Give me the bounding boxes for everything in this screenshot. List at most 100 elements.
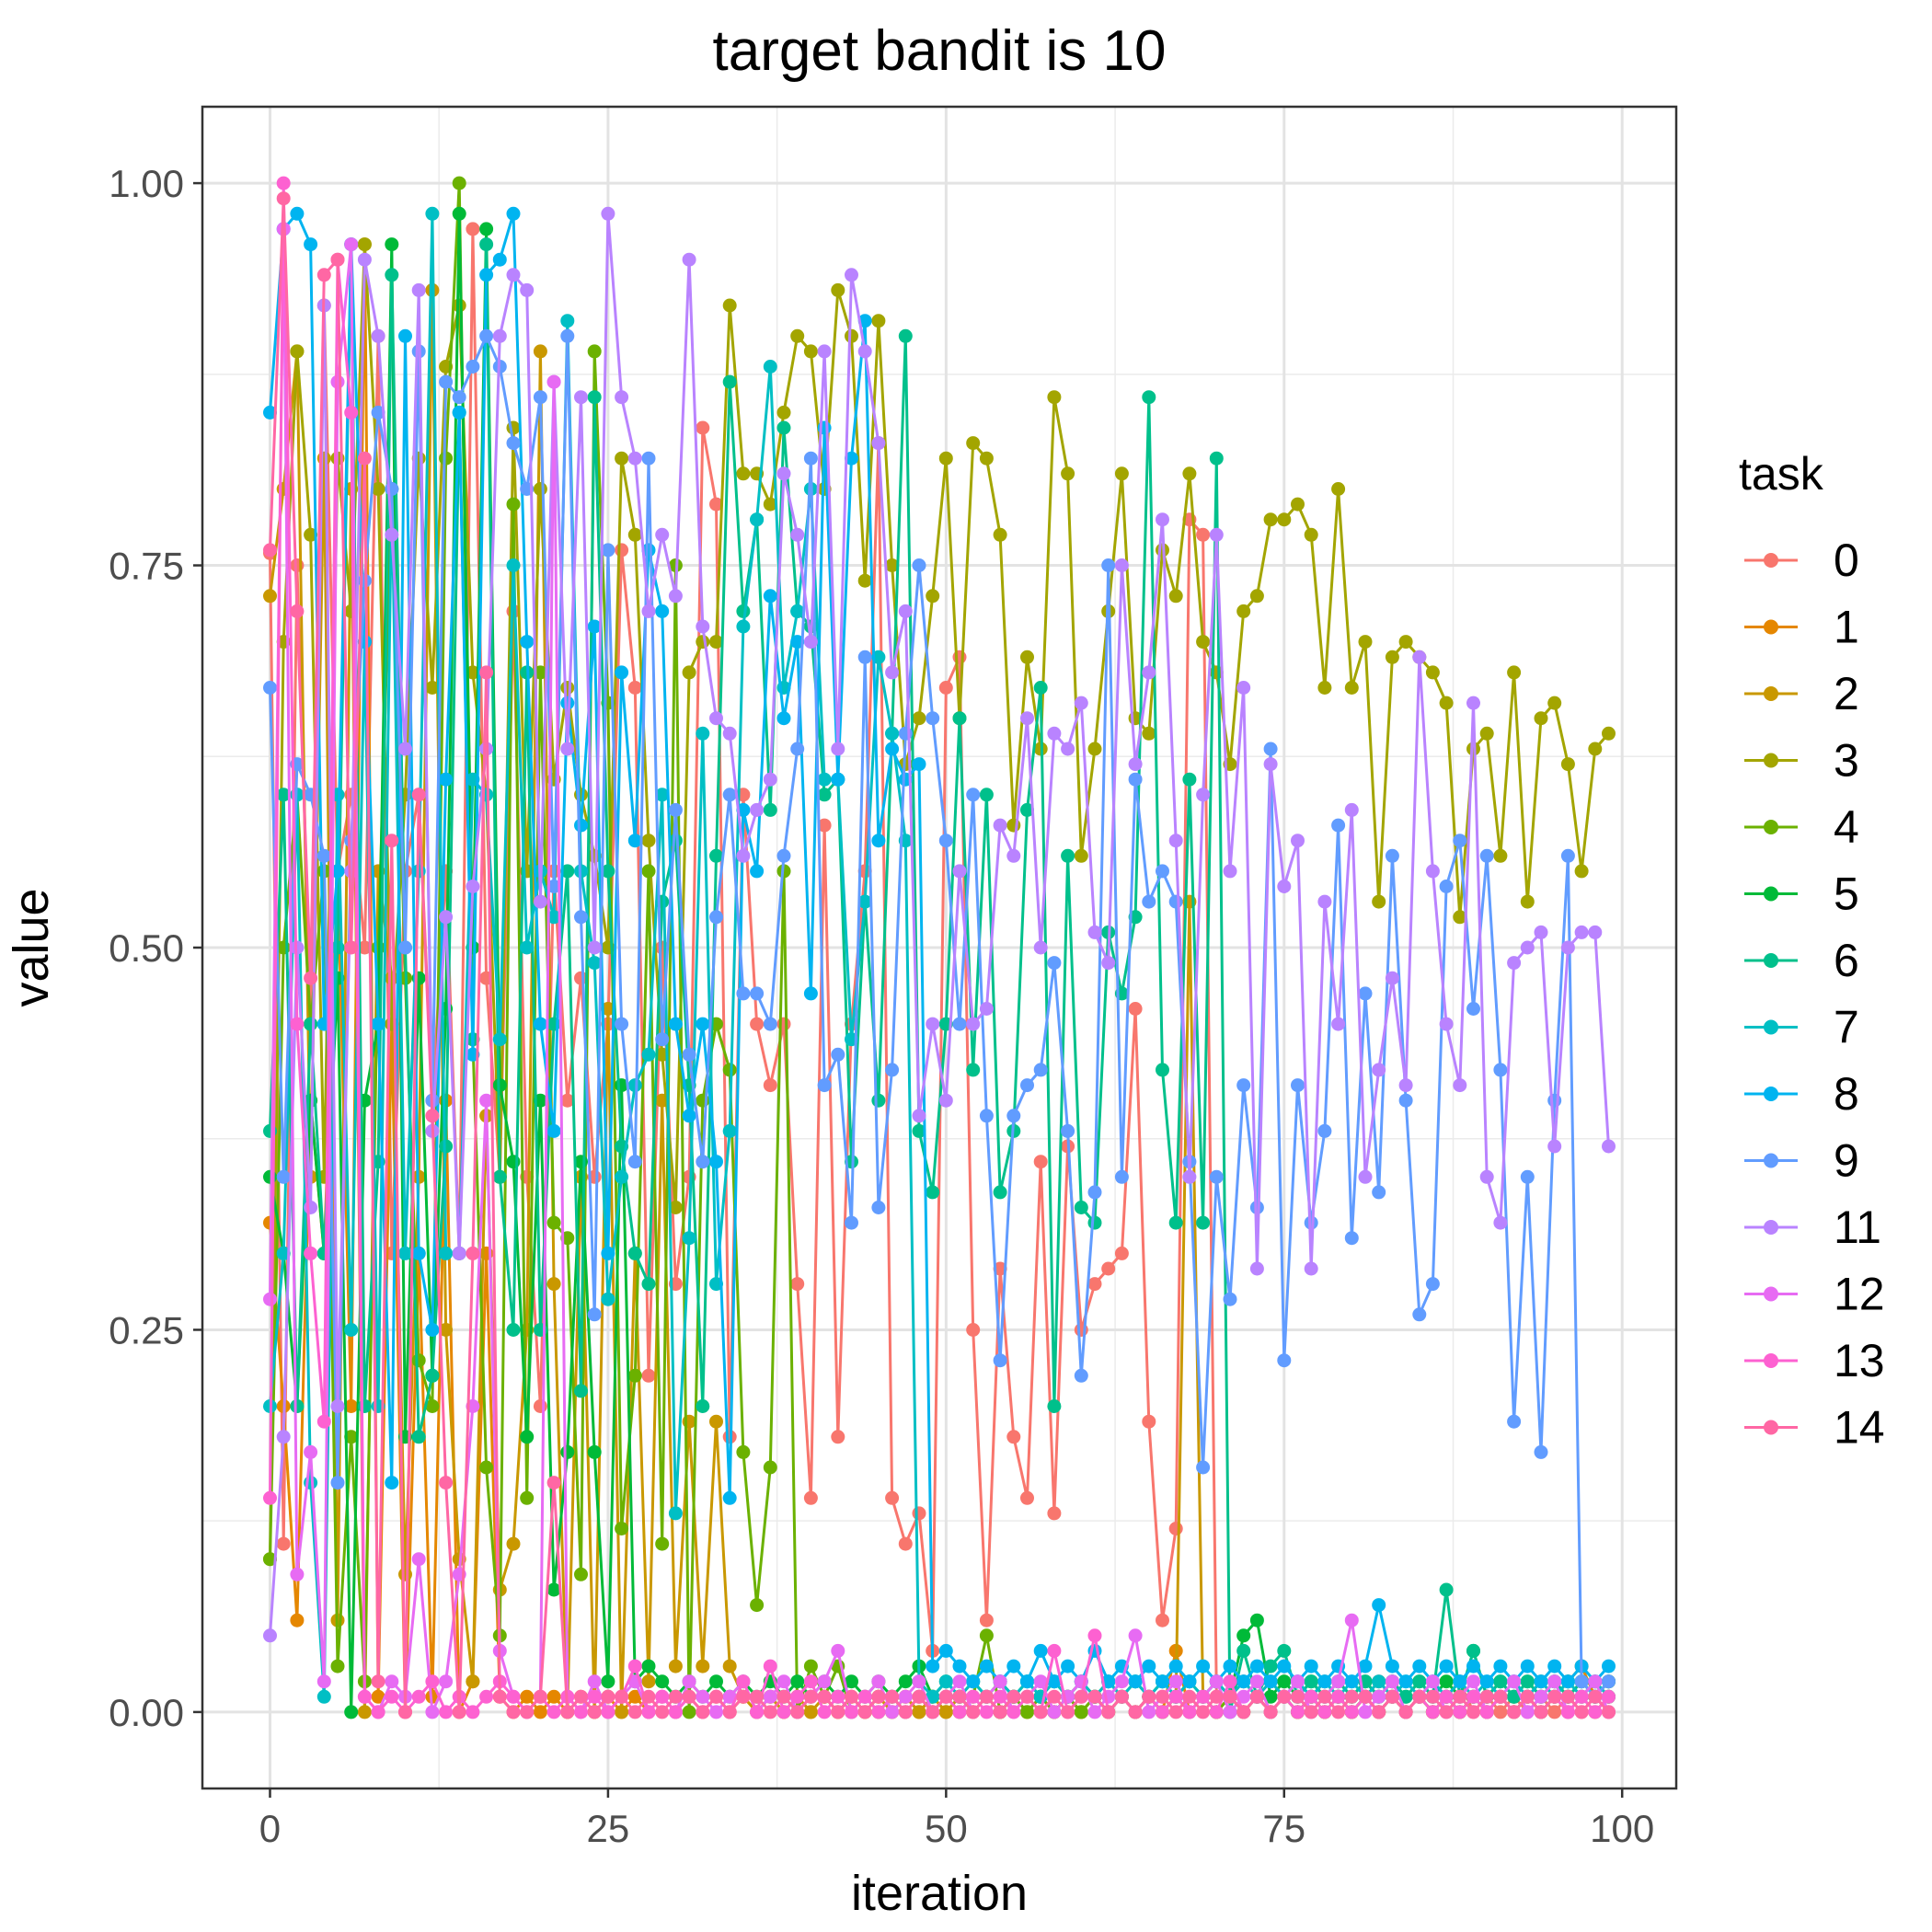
data-point — [1182, 466, 1197, 481]
data-point — [845, 268, 858, 282]
data-point — [1574, 925, 1589, 939]
data-point — [641, 1689, 656, 1704]
data-point — [546, 1689, 561, 1704]
data-point — [1560, 1674, 1575, 1689]
legend-key-point — [1764, 1153, 1778, 1168]
data-point — [993, 818, 1007, 833]
data-point — [1033, 1063, 1048, 1077]
legend-key-point — [1764, 753, 1778, 768]
data-point — [993, 1674, 1007, 1689]
data-point — [1249, 1613, 1264, 1627]
data-point — [912, 1705, 926, 1719]
data-point — [601, 206, 615, 221]
data-point — [952, 864, 967, 879]
y-axis-title: value — [4, 888, 59, 1006]
data-point — [952, 1674, 967, 1689]
data-point — [1249, 589, 1264, 604]
data-point — [722, 1705, 737, 1719]
data-point — [1277, 512, 1292, 527]
data-point — [1236, 1643, 1251, 1658]
data-point — [912, 711, 926, 726]
data-point — [871, 1093, 886, 1108]
data-point — [1602, 1139, 1616, 1154]
data-point — [831, 1047, 845, 1062]
data-point — [885, 1689, 900, 1704]
data-point — [385, 482, 399, 496]
data-point — [1439, 1674, 1454, 1689]
data-point — [682, 252, 696, 267]
data-point — [546, 1277, 561, 1292]
data-point — [1372, 1063, 1386, 1077]
data-point — [1074, 1368, 1088, 1383]
data-point — [1156, 1613, 1169, 1627]
data-point — [966, 1063, 981, 1077]
data-point — [1372, 1598, 1386, 1613]
data-point — [979, 1705, 994, 1719]
data-point — [263, 589, 277, 604]
data-point — [276, 788, 291, 802]
data-point — [790, 1705, 805, 1719]
data-point — [1493, 1674, 1508, 1689]
data-point — [466, 360, 480, 374]
data-point — [817, 344, 832, 359]
data-point — [790, 604, 805, 618]
data-point — [682, 1047, 696, 1062]
data-point — [912, 1674, 926, 1689]
data-point — [316, 1414, 331, 1429]
data-point — [506, 1536, 521, 1551]
data-point — [1304, 1705, 1318, 1719]
data-point — [304, 237, 318, 252]
data-point — [1466, 1705, 1480, 1719]
data-point — [1047, 1705, 1062, 1719]
data-point — [1006, 848, 1021, 863]
data-point — [763, 1017, 777, 1031]
data-point — [1277, 1353, 1292, 1368]
data-point — [1074, 848, 1088, 863]
legend-label: 7 — [1834, 1002, 1859, 1053]
data-point — [627, 1368, 642, 1383]
data-point — [506, 436, 521, 451]
data-point — [1588, 1705, 1603, 1719]
data-point — [587, 1307, 602, 1322]
data-point — [1602, 726, 1616, 741]
data-point — [1033, 681, 1048, 695]
data-point — [1493, 1705, 1508, 1719]
data-point — [1156, 864, 1169, 879]
y-tick-label: 0.00 — [109, 1691, 184, 1734]
data-point — [1087, 1215, 1102, 1230]
data-point — [1249, 1689, 1264, 1704]
data-point — [952, 1659, 967, 1673]
data-point — [1277, 1643, 1292, 1658]
legend-label: 6 — [1834, 935, 1859, 986]
data-point — [1453, 834, 1467, 848]
data-point — [627, 1155, 642, 1169]
data-point — [1223, 864, 1237, 879]
data-point — [411, 1246, 426, 1260]
data-point — [750, 1017, 765, 1031]
data-point — [398, 1246, 412, 1260]
data-point — [304, 971, 318, 985]
data-point — [304, 1246, 318, 1260]
data-point — [425, 1323, 440, 1337]
data-point — [1560, 757, 1575, 772]
legend-label: 4 — [1834, 801, 1859, 853]
data-point — [601, 1705, 615, 1719]
data-point — [1249, 1659, 1264, 1673]
data-point — [926, 1689, 940, 1704]
data-point — [722, 1689, 737, 1704]
data-point — [533, 344, 547, 359]
data-point — [682, 1674, 696, 1689]
data-point — [506, 206, 521, 221]
data-point — [1047, 726, 1062, 741]
data-point — [952, 650, 967, 664]
data-point — [1223, 1689, 1237, 1704]
data-point — [668, 802, 683, 817]
series-line — [269, 212, 1610, 1636]
data-point — [533, 390, 547, 405]
data-point — [1385, 971, 1399, 985]
data-point — [763, 1705, 777, 1719]
data-point — [641, 1659, 656, 1673]
data-point — [641, 604, 656, 618]
legend-label: 5 — [1834, 868, 1859, 920]
data-point — [1101, 956, 1116, 971]
